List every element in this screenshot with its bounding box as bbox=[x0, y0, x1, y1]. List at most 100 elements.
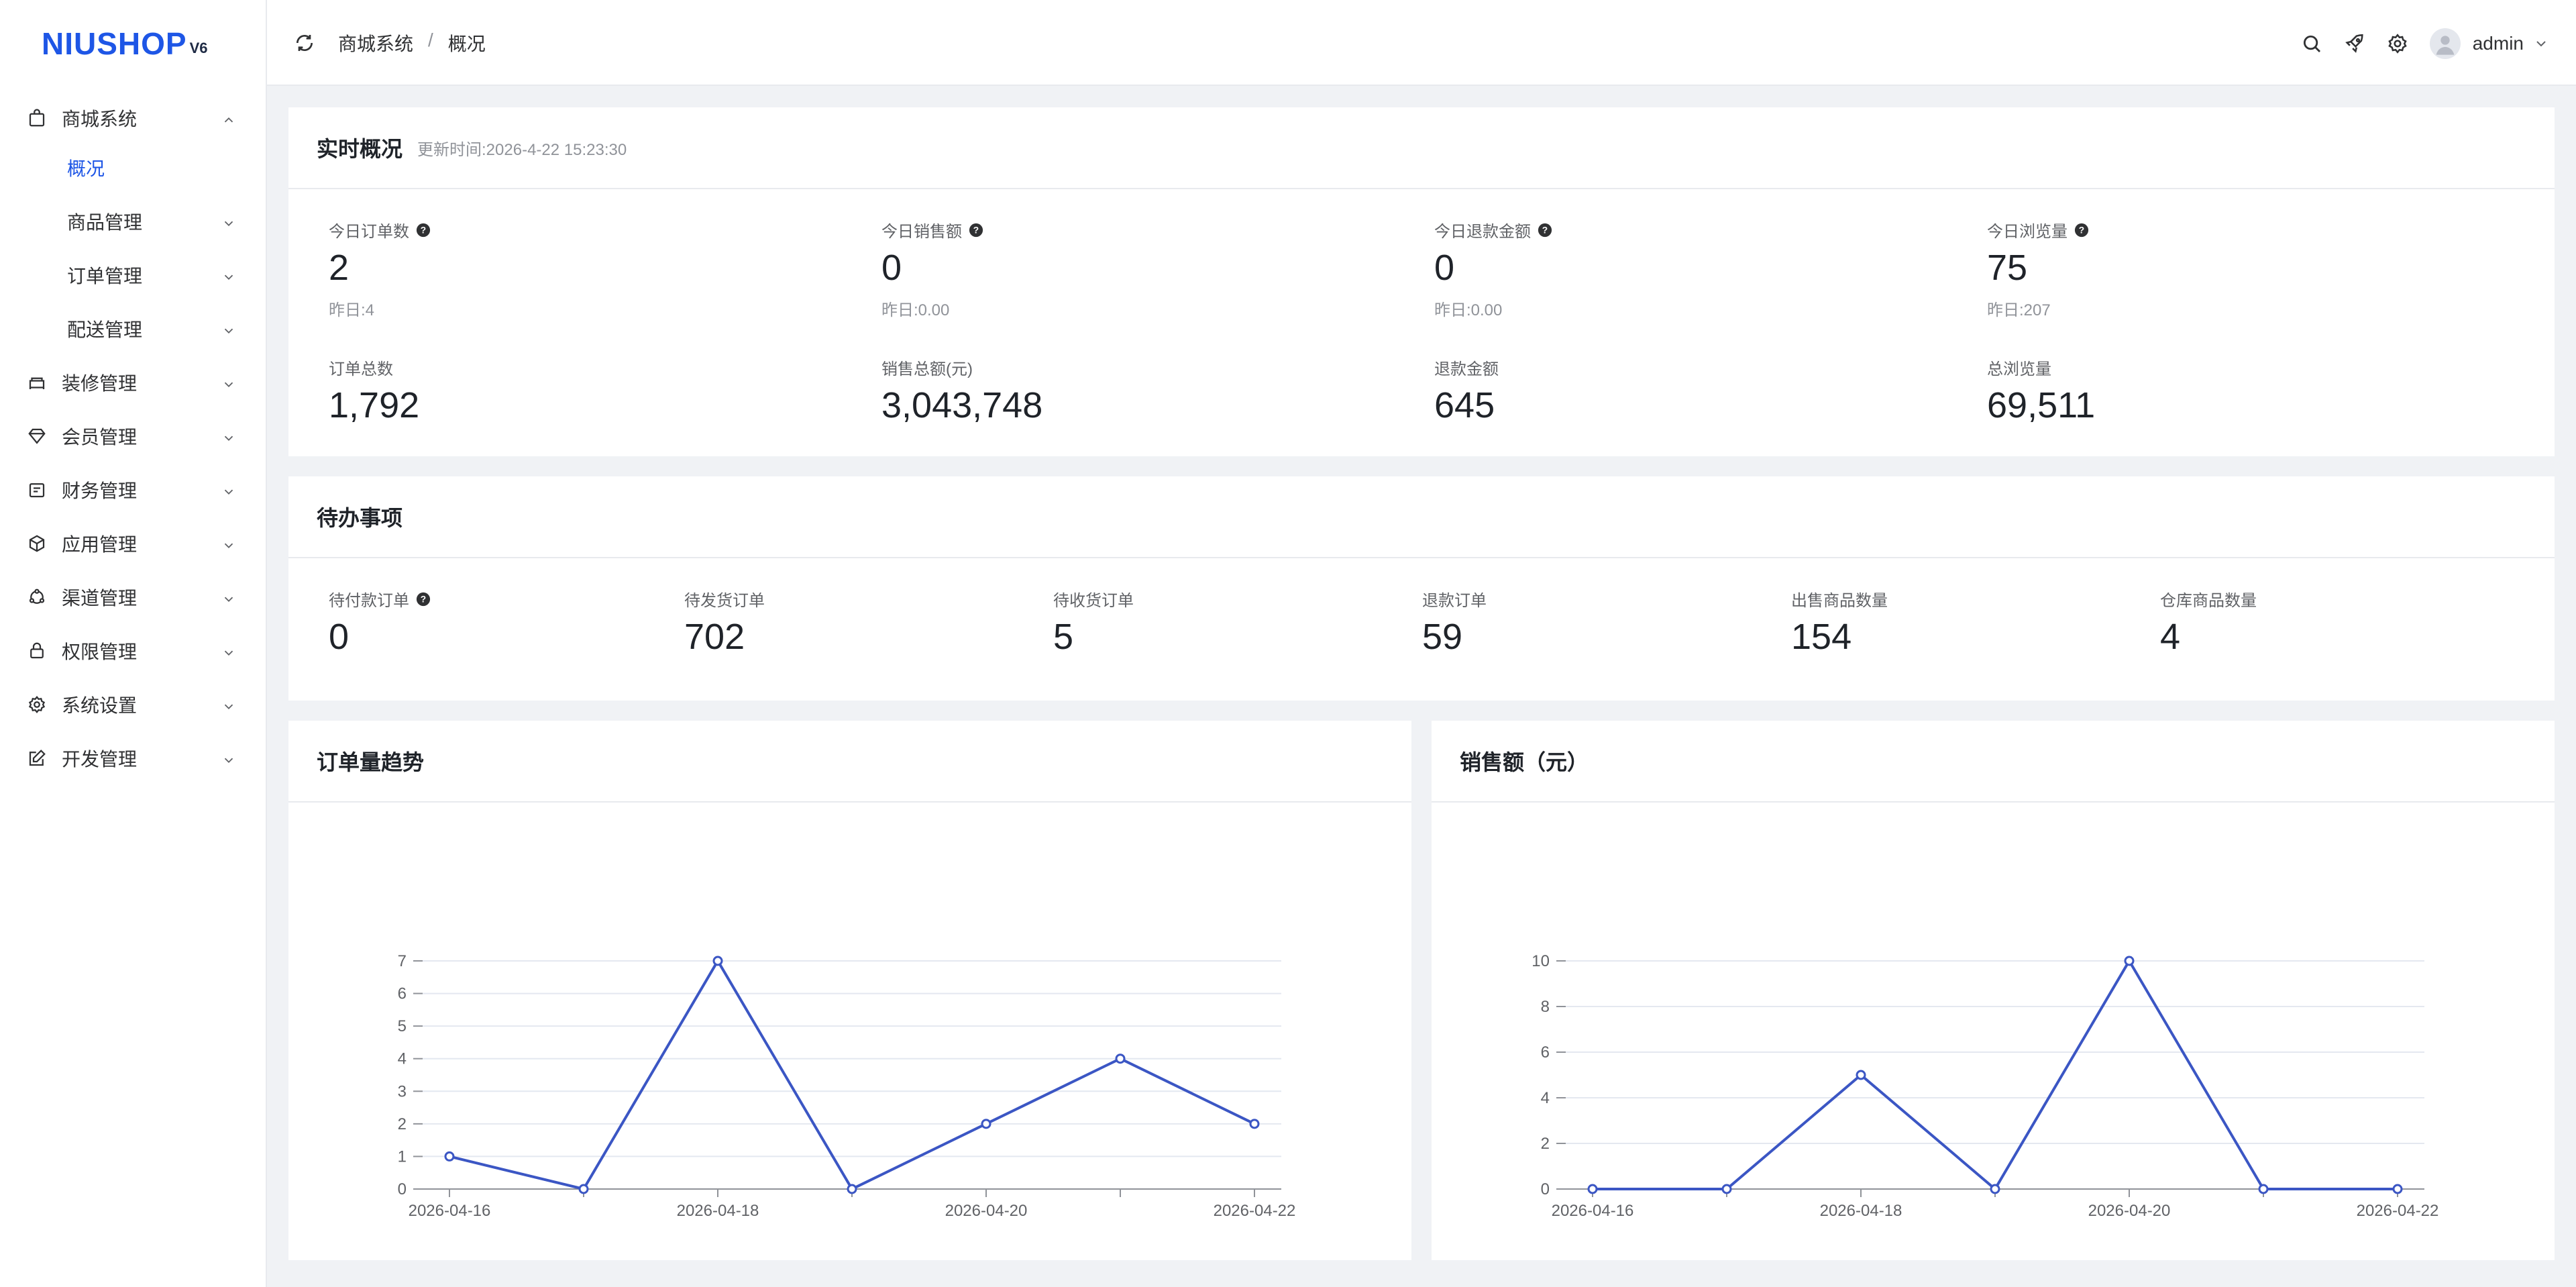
sidebar-item-label: 订单管理 bbox=[67, 266, 143, 287]
sidebar-item-label: 财务管理 bbox=[62, 480, 138, 501]
search-icon[interactable] bbox=[2300, 32, 2324, 56]
todo-pending-receipt[interactable]: 待收货订单 5 bbox=[1053, 587, 1134, 658]
todo-pending-payment[interactable]: 待付款订单 ? 0 bbox=[329, 587, 431, 658]
chevron-down-icon[interactable] bbox=[2533, 36, 2549, 52]
sidebar-item-overview[interactable]: 概况 bbox=[0, 141, 266, 195]
series-line bbox=[449, 958, 1255, 1191]
stat-value: 645 bbox=[1434, 385, 1495, 425]
todo-refund-orders[interactable]: 退款订单 59 bbox=[1422, 587, 1487, 658]
y-tick-label: 5 bbox=[398, 1017, 407, 1035]
card-title: 实时概况 bbox=[317, 137, 403, 161]
breadcrumb-item-mall-system[interactable]: 商城系统 bbox=[338, 34, 414, 54]
sidebar-item-label: 渠道管理 bbox=[62, 588, 138, 609]
rocket-icon[interactable] bbox=[2343, 32, 2367, 56]
x-tick-label: 2026-04-16 bbox=[409, 1202, 491, 1220]
avatar[interactable] bbox=[2429, 28, 2461, 59]
stat-value: 0 bbox=[881, 248, 902, 288]
sidebar: NIUSHOP V6 商城系统 概况 商品管理 订单管理 bbox=[0, 0, 267, 1287]
sidebar-item-apps[interactable]: 应用管理 bbox=[0, 517, 266, 570]
help-icon[interactable]: ? bbox=[969, 223, 983, 238]
data-point bbox=[2392, 1184, 2403, 1194]
data-point bbox=[847, 1184, 857, 1194]
stat-total-views: 总浏览量 69,511 bbox=[1987, 356, 2095, 426]
x-tick-label: 2026-04-22 bbox=[2357, 1202, 2439, 1220]
sidebar-item-label: 会员管理 bbox=[62, 427, 138, 448]
help-icon[interactable]: ? bbox=[416, 592, 431, 607]
sidebar-item-permissions[interactable]: 权限管理 bbox=[0, 624, 266, 678]
header-actions: admin bbox=[2281, 27, 2549, 60]
data-point bbox=[1249, 1119, 1260, 1129]
breadcrumb-item-overview: 概况 bbox=[447, 34, 486, 54]
y-tick-label: 0 bbox=[1541, 1180, 1550, 1198]
sidebar-item-settings[interactable]: 系统设置 bbox=[0, 678, 266, 731]
todo-pending-shipment[interactable]: 待发货订单 702 bbox=[684, 587, 765, 658]
card-header: 订单量趋势 bbox=[288, 721, 1411, 803]
series-line bbox=[1593, 958, 2398, 1192]
sidebar-item-channels[interactable]: 渠道管理 bbox=[0, 570, 266, 624]
stat-value: 1,792 bbox=[329, 385, 420, 425]
lock-icon bbox=[27, 641, 47, 661]
data-point bbox=[578, 1184, 589, 1194]
top-header: 商城系统 / 概况 admin bbox=[267, 0, 2576, 86]
todo-goods-on-sale[interactable]: 出售商品数量 154 bbox=[1791, 587, 1888, 658]
sidebar-item-label: 应用管理 bbox=[62, 534, 138, 555]
gear-icon bbox=[27, 694, 47, 715]
channel-icon bbox=[27, 587, 47, 607]
y-tick-label: 8 bbox=[1541, 998, 1550, 1016]
stat-label: 订单总数 bbox=[329, 360, 393, 378]
stat-label: 出售商品数量 bbox=[1791, 592, 1888, 610]
refresh-icon[interactable] bbox=[294, 32, 315, 54]
stat-value: 69,511 bbox=[1987, 385, 2096, 425]
sidebar-item-label: 开发管理 bbox=[62, 749, 138, 770]
sidebar-item-label: 系统设置 bbox=[62, 695, 138, 716]
svg-text:?: ? bbox=[421, 225, 426, 235]
y-tick-label: 0 bbox=[398, 1180, 407, 1198]
sales-trend-chart: 0 2 4 6 8 10 2026-04-16 2026-04-18 2026-04-20 202… bbox=[1532, 952, 2439, 1220]
stat-label: 退款订单 bbox=[1422, 592, 1487, 610]
chevron-down-icon bbox=[221, 536, 236, 551]
sidebar-item-label: 商城系统 bbox=[62, 109, 138, 130]
data-point bbox=[1856, 1070, 1866, 1080]
sidebar-item-orders[interactable]: 订单管理 bbox=[0, 248, 266, 302]
stat-label: 总浏览量 bbox=[1987, 360, 2051, 378]
sidebar-item-finance[interactable]: 财务管理 bbox=[0, 463, 266, 517]
gear-icon[interactable] bbox=[2385, 32, 2410, 56]
x-tick-label: 2026-04-18 bbox=[677, 1202, 759, 1220]
sidebar-item-dev[interactable]: 开发管理 bbox=[0, 731, 266, 785]
sidebar-item-mall-system[interactable]: 商城系统 bbox=[0, 91, 266, 145]
chevron-down-icon bbox=[221, 268, 236, 282]
stat-value: 75 bbox=[1987, 248, 2028, 288]
stat-today-views: 今日浏览量 ? 75 昨日:207 bbox=[1987, 218, 2089, 320]
stat-yesterday: 昨日:4 bbox=[329, 301, 375, 319]
edit-icon bbox=[27, 748, 47, 768]
help-icon[interactable]: ? bbox=[1538, 223, 1552, 238]
sidebar-item-label: 商品管理 bbox=[67, 212, 143, 233]
sidebar-item-goods[interactable]: 商品管理 bbox=[0, 195, 266, 248]
stat-total-refund: 退款金额 645 bbox=[1434, 356, 1499, 426]
data-point bbox=[444, 1151, 455, 1162]
y-tick-label: 6 bbox=[1541, 1043, 1550, 1062]
diamond-icon bbox=[27, 426, 47, 446]
help-icon[interactable]: ? bbox=[2074, 223, 2089, 238]
sales-trend-card: 销售额（元） 0 2 4 6 8 10 2026-04-16 2026-04-18 2026-0… bbox=[1432, 721, 2555, 1260]
sidebar-item-members[interactable]: 会员管理 bbox=[0, 409, 266, 463]
todo-goods-in-warehouse[interactable]: 仓库商品数量 4 bbox=[2160, 587, 2257, 658]
username[interactable]: admin bbox=[2472, 33, 2524, 54]
logo[interactable]: NIUSHOP V6 bbox=[0, 0, 266, 87]
data-point bbox=[1587, 1184, 1598, 1194]
y-tick-label: 4 bbox=[398, 1050, 407, 1068]
order-trend-chart: 0 1 2 3 4 5 6 7 2026-04-16 2026-04-18 2026-04-20 20… bbox=[398, 952, 1296, 1220]
stat-today-sales: 今日销售额 ? 0 昨日:0.00 bbox=[881, 218, 983, 320]
y-tick-label: 1 bbox=[398, 1147, 407, 1166]
realtime-overview-card: 实时概况 更新时间:2026-4-22 15:23:30 今日订单数 ? 2 昨… bbox=[288, 107, 2555, 456]
card-header: 待办事项 bbox=[288, 476, 2555, 558]
todo-card: 待办事项 待付款订单 ? 0 待发货订单 702 待收货订单 5 退款订单 59… bbox=[288, 476, 2555, 701]
stat-yesterday: 昨日:207 bbox=[1987, 301, 2051, 319]
sidebar-item-delivery[interactable]: 配送管理 bbox=[0, 302, 266, 356]
card-header: 销售额（元） bbox=[1432, 721, 2555, 803]
sidebar-item-decoration[interactable]: 装修管理 bbox=[0, 356, 266, 409]
stat-today-orders: 今日订单数 ? 2 昨日:4 bbox=[329, 218, 431, 320]
help-icon[interactable]: ? bbox=[416, 223, 431, 238]
data-point bbox=[1721, 1184, 1732, 1194]
stat-value: 5 bbox=[1053, 617, 1074, 657]
